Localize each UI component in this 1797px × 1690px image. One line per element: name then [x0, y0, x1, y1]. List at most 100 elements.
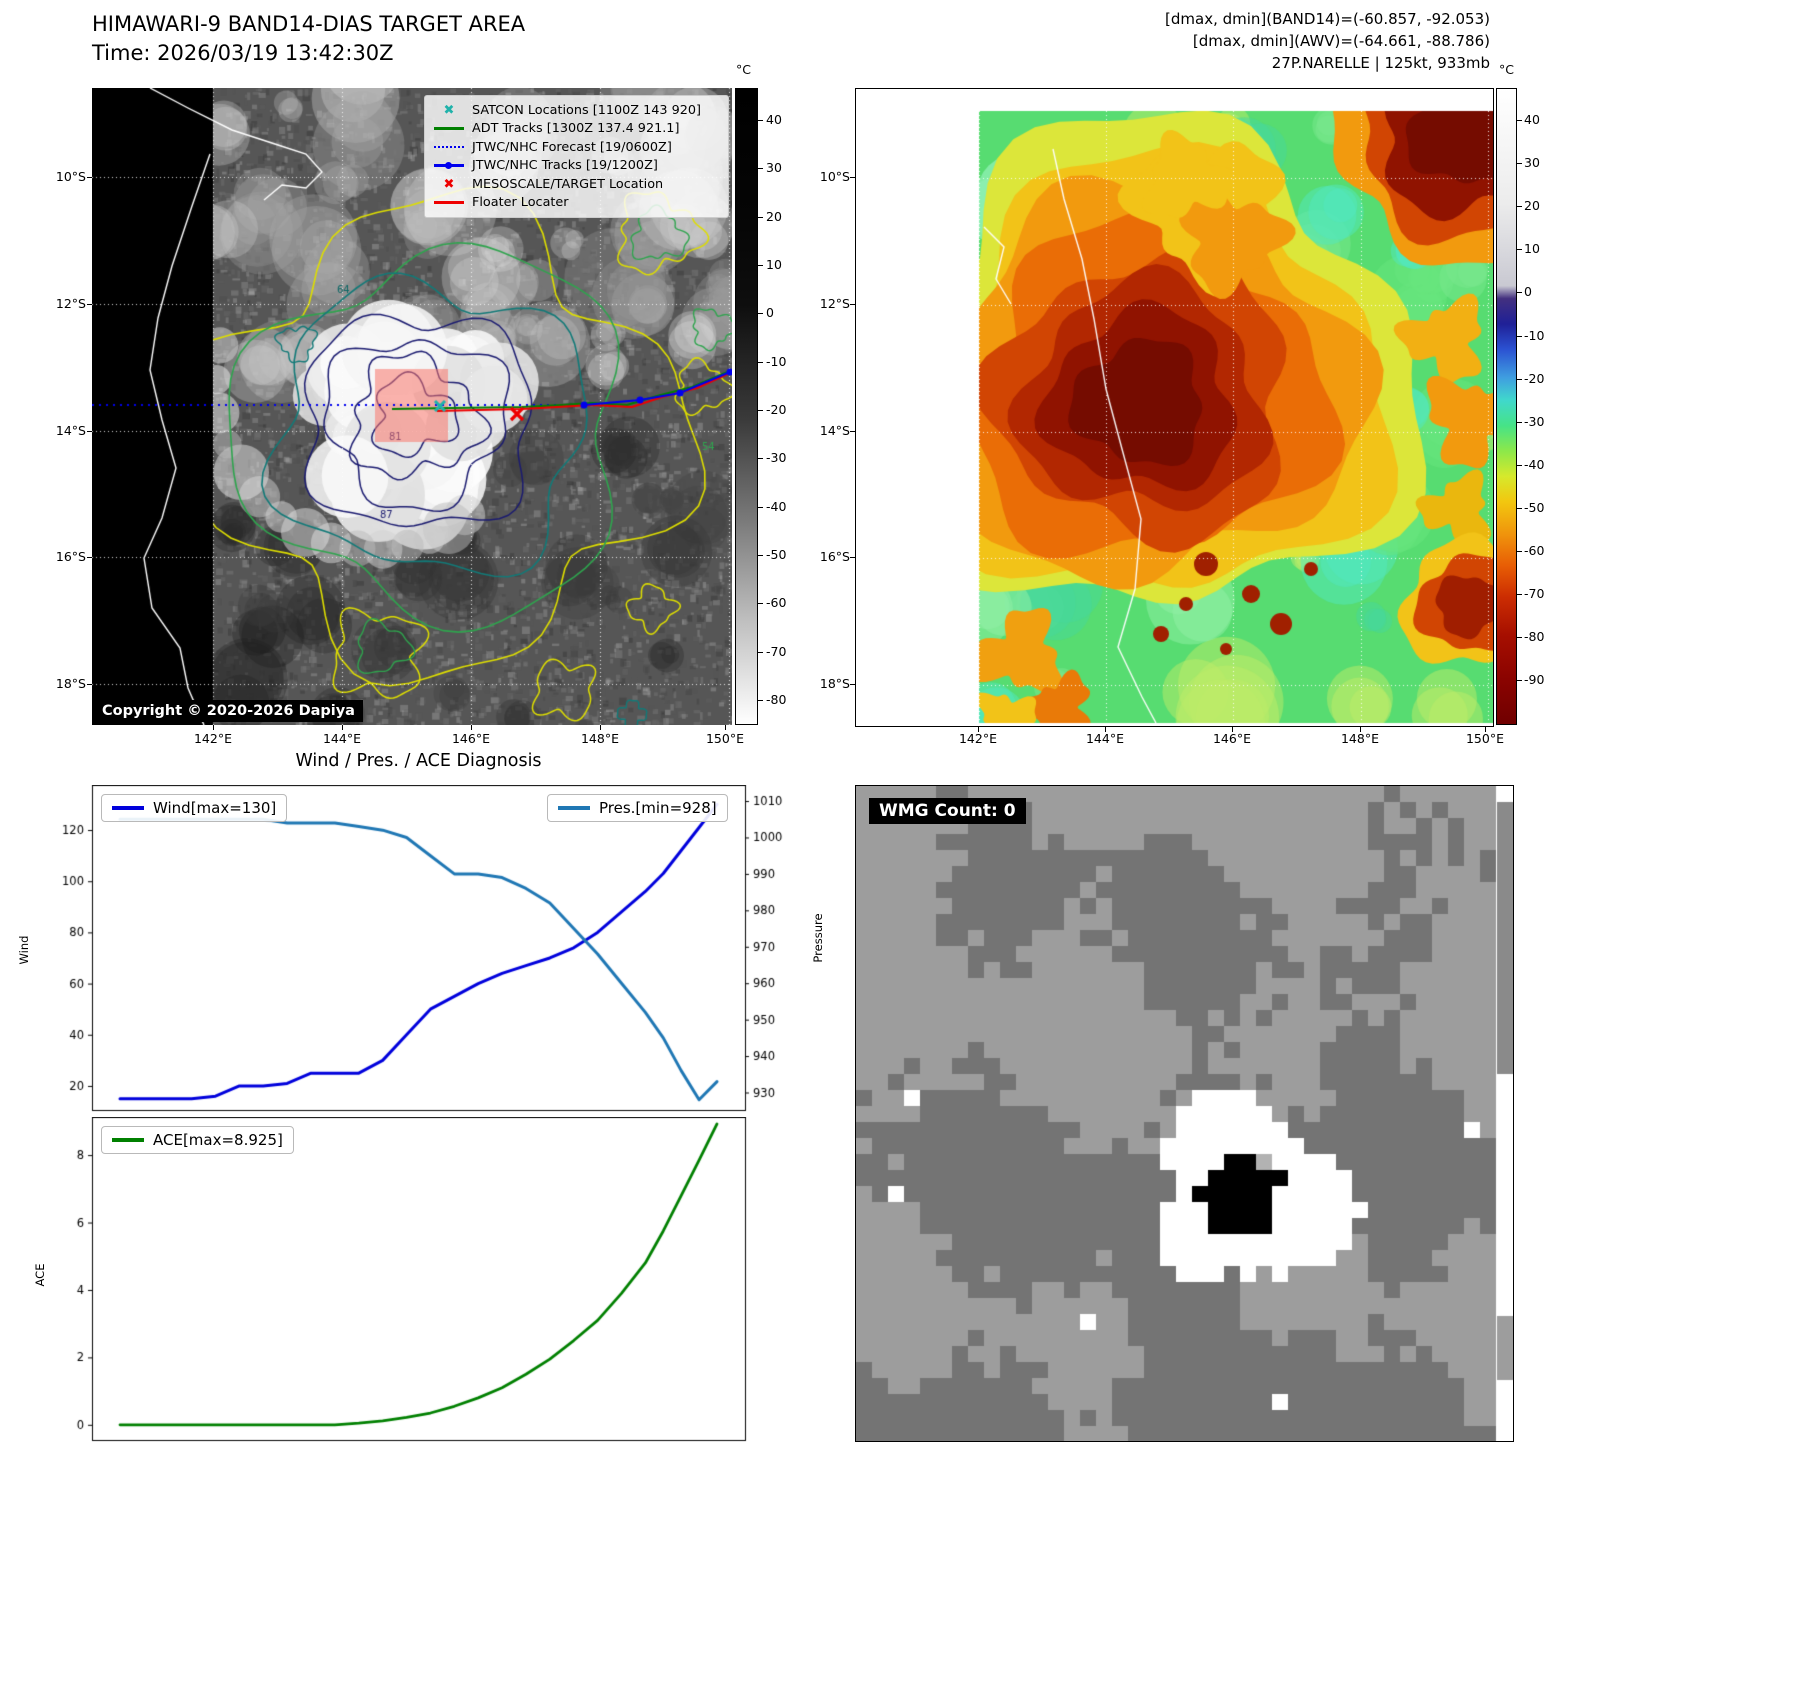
legend-label: ADT Tracks [1300Z 137.4 921.1]	[472, 121, 680, 137]
band14-lat-tick: 14°S	[55, 423, 86, 438]
axis-tick-mark	[758, 651, 763, 653]
awv-colorbar-tick: -10	[1524, 327, 1545, 343]
band14-time: Time: 2026/03/19 13:42:30Z	[92, 41, 394, 65]
axis-tick-mark	[1105, 727, 1106, 732]
mesoscale-x-icon: ✖	[443, 176, 455, 192]
band14-lat-tick: 10°S	[55, 169, 86, 184]
axis-tick-mark	[725, 725, 726, 730]
pressure-legend-label: Pres.[min=928]	[599, 799, 717, 817]
awv-header: [dmax, dmin](BAND14)=(-60.857, -92.053) …	[1000, 8, 1490, 74]
band14-colorbar-tick: -70	[766, 643, 787, 659]
axis-tick-mark	[850, 557, 855, 558]
awv-colorbar-tick: -50	[1524, 499, 1545, 515]
axis-tick-mark	[1517, 249, 1522, 251]
dmax-dmin-band14-text: [dmax, dmin](BAND14)=(-60.857, -92.053)	[1165, 10, 1490, 28]
awv-colorbar-tick: -30	[1524, 413, 1545, 429]
wind-legend-label: Wind[max=130]	[153, 799, 277, 817]
awv-colorbar-tick: 0	[1524, 284, 1532, 300]
band14-colorbar	[735, 88, 758, 725]
adt-track-line-icon	[434, 127, 464, 131]
axis-tick-mark	[1517, 206, 1522, 208]
legend-label: SATCON Locations [1100Z 143 920]	[472, 102, 702, 118]
storm-id-intensity-text: 27P.NARELLE | 125kt, 933mb	[1271, 54, 1490, 72]
axis-tick-mark	[758, 458, 763, 460]
awv-colorbar	[1496, 88, 1517, 725]
axis-tick-mark	[1485, 727, 1486, 732]
awv-colorbar-tick: -60	[1524, 543, 1545, 558]
pressure-legend: Pres.[min=928]	[547, 794, 728, 822]
wind-line-swatch	[112, 806, 144, 810]
awv-lon-tick: 150°E	[1465, 731, 1504, 746]
band14-colorbar-tick: 10	[766, 256, 782, 272]
axis-tick-mark	[600, 725, 601, 730]
axis-tick-mark	[87, 431, 92, 432]
axis-tick-mark	[1517, 292, 1522, 294]
axis-tick-mark	[1517, 120, 1522, 121]
axis-tick-mark	[758, 120, 763, 121]
awv-colorbar-tick: -20	[1524, 370, 1545, 386]
legend-label: MESOSCALE/TARGET Location	[472, 176, 664, 192]
legend-label: Floater Locater	[472, 195, 569, 211]
axis-tick-mark	[758, 409, 763, 411]
axis-tick-mark	[850, 684, 855, 685]
legend-label: JTWC/NHC Forecast [19/0600Z]	[472, 139, 672, 155]
axis-tick-mark	[850, 177, 855, 178]
band14-lat-tick: 18°S	[55, 676, 86, 691]
awv-lon-tick: 146°E	[1212, 731, 1251, 746]
band14-colorbar-tick: -40	[766, 498, 787, 514]
awv-lat-tick: 14°S	[819, 423, 850, 438]
awv-lat-tick: 12°S	[819, 296, 850, 311]
diagnosis-title: Wind / Pres. / ACE Diagnosis	[295, 751, 542, 771]
axis-tick-mark	[758, 699, 763, 701]
axis-tick-mark	[1232, 727, 1233, 732]
awv-colorbar-tick: 10	[1524, 241, 1540, 257]
axis-tick-mark	[1517, 507, 1522, 509]
band14-lat-tick: 16°S	[55, 549, 86, 564]
band14-colorbar-unit: °C	[736, 62, 751, 77]
axis-tick-mark	[1360, 727, 1361, 732]
axis-tick-mark	[758, 264, 763, 266]
legend-item-mesoscale: ✖ MESOSCALE/TARGET Location	[434, 176, 719, 193]
axis-tick-mark	[978, 727, 979, 732]
wmg-count-badge: WMG Count: 0	[869, 798, 1026, 824]
wind-axis-label: Wind	[17, 935, 31, 965]
ace-legend: ACE[max=8.925]	[101, 1126, 294, 1154]
axis-tick-mark	[850, 431, 855, 432]
axis-tick-mark	[1517, 163, 1522, 165]
band14-colorbar-tick: -30	[766, 450, 787, 466]
band14-title: HIMAWARI-9 BAND14-DIAS TARGET AREA	[92, 12, 526, 36]
forecast-dotted-line-icon	[434, 146, 464, 149]
band14-lon-tick: 150°E	[705, 731, 744, 746]
band14-lon-tick: 142°E	[193, 731, 232, 746]
legend-item-forecast: JTWC/NHC Forecast [19/0600Z]	[434, 139, 719, 156]
awv-colorbar-tick: -90	[1524, 672, 1545, 688]
awv-satellite-map	[855, 88, 1494, 727]
band14-colorbar-tick: -60	[766, 595, 787, 611]
axis-tick-mark	[1517, 335, 1522, 337]
wind-legend: Wind[max=130]	[101, 794, 288, 822]
axis-tick-mark	[87, 684, 92, 685]
wind-pressure-chart-canvas	[40, 785, 800, 1115]
awv-lon-tick: 148°E	[1340, 731, 1379, 746]
legend-item-adt: ADT Tracks [1300Z 137.4 921.1]	[434, 121, 719, 138]
pressure-line-swatch	[558, 806, 590, 810]
awv-colorbar-tick: 20	[1524, 198, 1540, 214]
copyright-text: Copyright © 2020-2026 Dapiya	[94, 700, 363, 722]
axis-tick-mark	[471, 725, 472, 730]
axis-tick-mark	[758, 216, 763, 218]
band14-lat-tick: 12°S	[55, 296, 86, 311]
ace-chart-canvas	[40, 1117, 800, 1443]
satcon-x-icon: ✖	[443, 102, 455, 118]
band14-colorbar-tick: -10	[766, 353, 787, 369]
band14-colorbar-tick: -80	[766, 691, 787, 707]
band14-map-legend: ✖ SATCON Locations [1100Z 143 920] ADT T…	[424, 95, 729, 218]
awv-colorbar-tick: -70	[1524, 586, 1545, 602]
awv-lat-tick: 16°S	[819, 549, 850, 564]
axis-tick-mark	[1517, 464, 1522, 466]
ace-axis-label: ACE	[33, 1263, 47, 1287]
band14-colorbar-tick: 0	[766, 305, 774, 321]
axis-tick-mark	[87, 177, 92, 178]
band14-lon-tick: 146°E	[451, 731, 490, 746]
axis-tick-mark	[1517, 421, 1522, 423]
